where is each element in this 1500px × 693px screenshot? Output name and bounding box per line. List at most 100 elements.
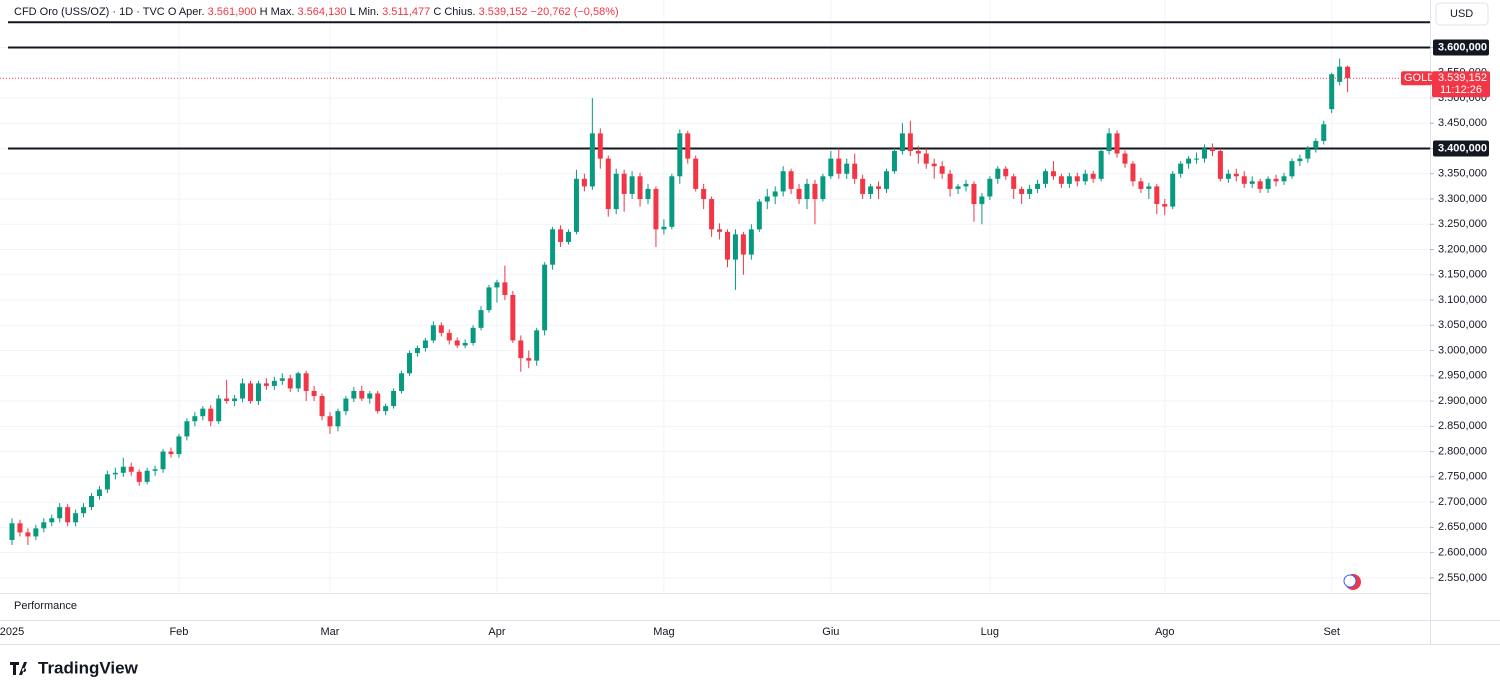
field-name: Min. — [358, 6, 379, 18]
candle-body — [1170, 173, 1176, 207]
candle-body — [868, 186, 874, 194]
candle-body — [208, 408, 214, 422]
candle-body — [89, 496, 94, 508]
field-key: O — [168, 6, 177, 18]
candle-body — [764, 196, 770, 202]
candle-body — [1090, 173, 1096, 179]
y-tick-label: 3.150,000 — [1438, 269, 1487, 281]
marks — [0, 21, 1430, 546]
x-tick-label: Set — [1323, 626, 1340, 638]
y-tick-label: 3.250,000 — [1438, 218, 1487, 230]
candle-body — [438, 325, 444, 333]
event-icon — [1343, 574, 1361, 590]
candle-body — [184, 421, 190, 437]
candle-body — [1050, 171, 1056, 177]
candle-body — [65, 507, 71, 523]
currency[interactable]: USD — [1450, 8, 1473, 20]
candle-body — [653, 188, 659, 230]
field-value: 3.561,900 — [208, 6, 257, 18]
candle-body — [446, 332, 452, 341]
candle-body — [470, 327, 476, 343]
y-tick-label: 2.800,000 — [1438, 445, 1487, 457]
candle-body — [542, 264, 548, 331]
candle-body — [709, 199, 715, 230]
candle-body — [462, 342, 468, 346]
candle-body — [1186, 158, 1192, 164]
field-key: L — [350, 6, 356, 18]
candle-body — [860, 178, 866, 194]
price-tag — [1401, 71, 1432, 86]
candle-body — [1257, 181, 1263, 189]
candle-body — [725, 231, 730, 260]
candle-body — [828, 158, 834, 177]
candle-body — [216, 398, 222, 422]
candle-body — [1178, 163, 1184, 174]
candle-body — [359, 390, 365, 399]
candle-body — [1225, 173, 1231, 179]
candle-body — [41, 522, 47, 529]
candle-body — [1313, 140, 1319, 149]
y-tick-label: 3.300,000 — [1438, 193, 1487, 205]
candle-body — [192, 416, 198, 422]
candle-body — [1058, 176, 1064, 184]
header-legend: CFD Oro (USS/OZ) · 1D · TVC O Aper. 3.56… — [14, 6, 619, 18]
candle-body — [383, 406, 389, 412]
candle-body — [1114, 133, 1120, 154]
candle-body — [375, 393, 381, 412]
y-tick-label: 3.400,000 — [1438, 142, 1487, 154]
candle-body — [248, 383, 253, 402]
candle-body — [836, 158, 842, 174]
symbol: CFD Oro (USS/OZ) · 1D · TVC — [14, 6, 165, 18]
candle-body — [1217, 151, 1223, 179]
candle-body — [1098, 151, 1104, 179]
candle-body — [1035, 183, 1041, 189]
candle-body — [232, 398, 238, 402]
candle-body — [661, 226, 667, 230]
candle-body — [81, 507, 87, 514]
candle-body — [566, 231, 571, 242]
candle-body — [1337, 66, 1343, 82]
field-key: H — [260, 6, 268, 18]
candle-body — [1162, 204, 1168, 207]
candle-body — [1233, 173, 1239, 177]
candle-body — [971, 183, 977, 205]
currency-button[interactable] — [1435, 2, 1489, 26]
countdown: 11:12:26 — [1440, 84, 1482, 96]
candle-body — [399, 373, 405, 391]
candle-body — [931, 163, 937, 167]
candle-body — [224, 398, 230, 402]
x-tick-label: 2025 — [0, 626, 24, 638]
candle-body — [1297, 158, 1303, 162]
change: −20,762 (−0,58%) — [531, 6, 619, 18]
candle-body — [271, 380, 277, 386]
x-tick-label: Mar — [321, 626, 340, 638]
candle-body — [820, 176, 826, 200]
candle-body — [1345, 66, 1351, 79]
candle-body — [1043, 171, 1048, 184]
candle-body — [303, 373, 309, 391]
candle-body — [1281, 176, 1287, 182]
candle-body — [526, 358, 532, 361]
field-value: 3.564,130 — [298, 6, 347, 18]
candle-body — [740, 234, 746, 255]
candle-body — [128, 466, 134, 472]
x-tick-label: Mag — [653, 626, 674, 638]
y-tick-label: 3.450,000 — [1438, 117, 1487, 129]
candle-body — [518, 340, 524, 359]
candle-body — [319, 396, 325, 417]
candle-body — [907, 133, 913, 152]
field-name: Max. — [271, 6, 295, 18]
candle-body — [335, 411, 341, 427]
candle-body — [478, 310, 484, 328]
candle-body — [160, 451, 166, 470]
header: CFD Oro (USS/OZ) · 1D · TVC O Aper. 3.56… — [14, 6, 619, 18]
candle-body — [200, 408, 206, 417]
candle-body — [899, 133, 905, 152]
candle-body — [311, 390, 317, 397]
candle-body — [1249, 181, 1255, 184]
line-label-box — [1433, 140, 1489, 157]
candle-body — [685, 133, 691, 159]
candle-body — [844, 163, 850, 174]
candle-body — [136, 471, 142, 482]
candle-body — [144, 470, 150, 482]
